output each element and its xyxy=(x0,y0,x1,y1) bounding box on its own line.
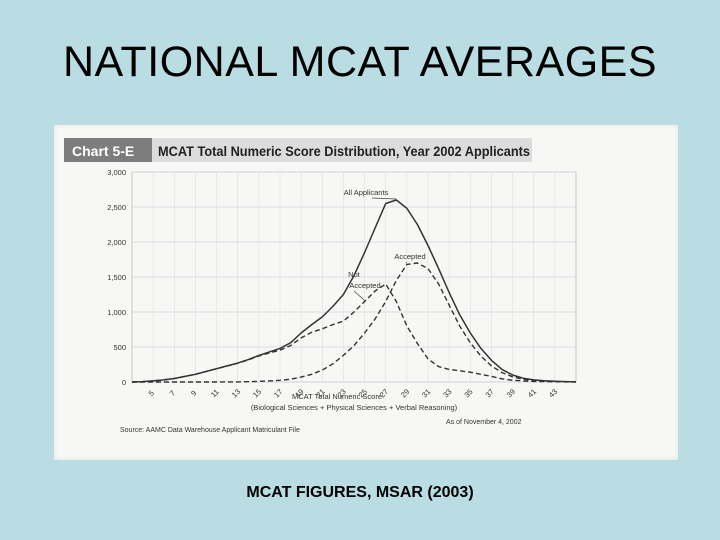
annotation-leader xyxy=(371,197,397,200)
chart-as-of: As of November 4, 2002 xyxy=(446,419,522,426)
annotation-label: All Applicants xyxy=(344,188,389,197)
x-tick-label: 11 xyxy=(209,387,221,399)
y-tick-label: 500 xyxy=(113,343,126,352)
annotation-label: Accepted xyxy=(349,281,380,290)
x-tick-label: 9 xyxy=(189,389,198,398)
x-tick-label: 17 xyxy=(272,387,284,399)
x-tick-label: 29 xyxy=(399,387,411,399)
x-tick-label: 41 xyxy=(526,387,538,399)
annotation-leader xyxy=(405,261,408,264)
y-tick-label: 2,500 xyxy=(107,203,126,212)
annotation-label: Accepted xyxy=(394,252,425,261)
annotation-leader xyxy=(353,290,365,301)
series-line-not-accepted xyxy=(131,283,576,383)
mcat-distribution-chart: Chart 5-E MCAT Total Numeric Score Distr… xyxy=(64,138,577,434)
x-axis-sublabel: (Biological Sciences + Physical Sciences… xyxy=(251,403,458,412)
x-tick-label: 7 xyxy=(168,389,177,398)
annotation-label: Not xyxy=(348,270,361,279)
y-tick-label: 2,000 xyxy=(107,238,126,247)
x-tick-label: 31 xyxy=(420,387,432,399)
chart-label-band xyxy=(64,138,152,162)
x-tick-label: 39 xyxy=(505,387,517,399)
series-line-accepted xyxy=(132,262,577,383)
x-axis-label: MCAT Total Numeric Score xyxy=(292,392,382,401)
chart-title-band xyxy=(152,138,532,162)
y-tick-label: 1,500 xyxy=(107,273,126,282)
chart-source: Source: AAMC Data Warehouse Applicant Ma… xyxy=(120,427,300,434)
chart-label: Chart 5-E xyxy=(72,143,134,159)
x-tick-label: 15 xyxy=(251,387,263,399)
y-tick-label: 3,000 xyxy=(107,168,126,177)
x-tick-label: 37 xyxy=(484,387,496,399)
x-tick-label: 35 xyxy=(462,387,474,399)
x-tick-label: 13 xyxy=(230,387,242,399)
slide-title: NATIONAL MCAT AVERAGES xyxy=(62,38,658,86)
y-tick-label: 0 xyxy=(122,378,126,387)
x-tick-label: 43 xyxy=(547,387,559,399)
slide-caption: MCAT FIGURES, MSAR (2003) xyxy=(246,484,474,501)
x-tick-label: 5 xyxy=(147,389,156,398)
x-tick-label: 33 xyxy=(441,387,453,399)
chart-scan: Chart 5-E MCAT Total Numeric Score Distr… xyxy=(54,125,678,460)
y-tick-label: 1,000 xyxy=(107,308,126,317)
chart-title: MCAT Total Numeric Score Distribution, Y… xyxy=(158,144,530,159)
